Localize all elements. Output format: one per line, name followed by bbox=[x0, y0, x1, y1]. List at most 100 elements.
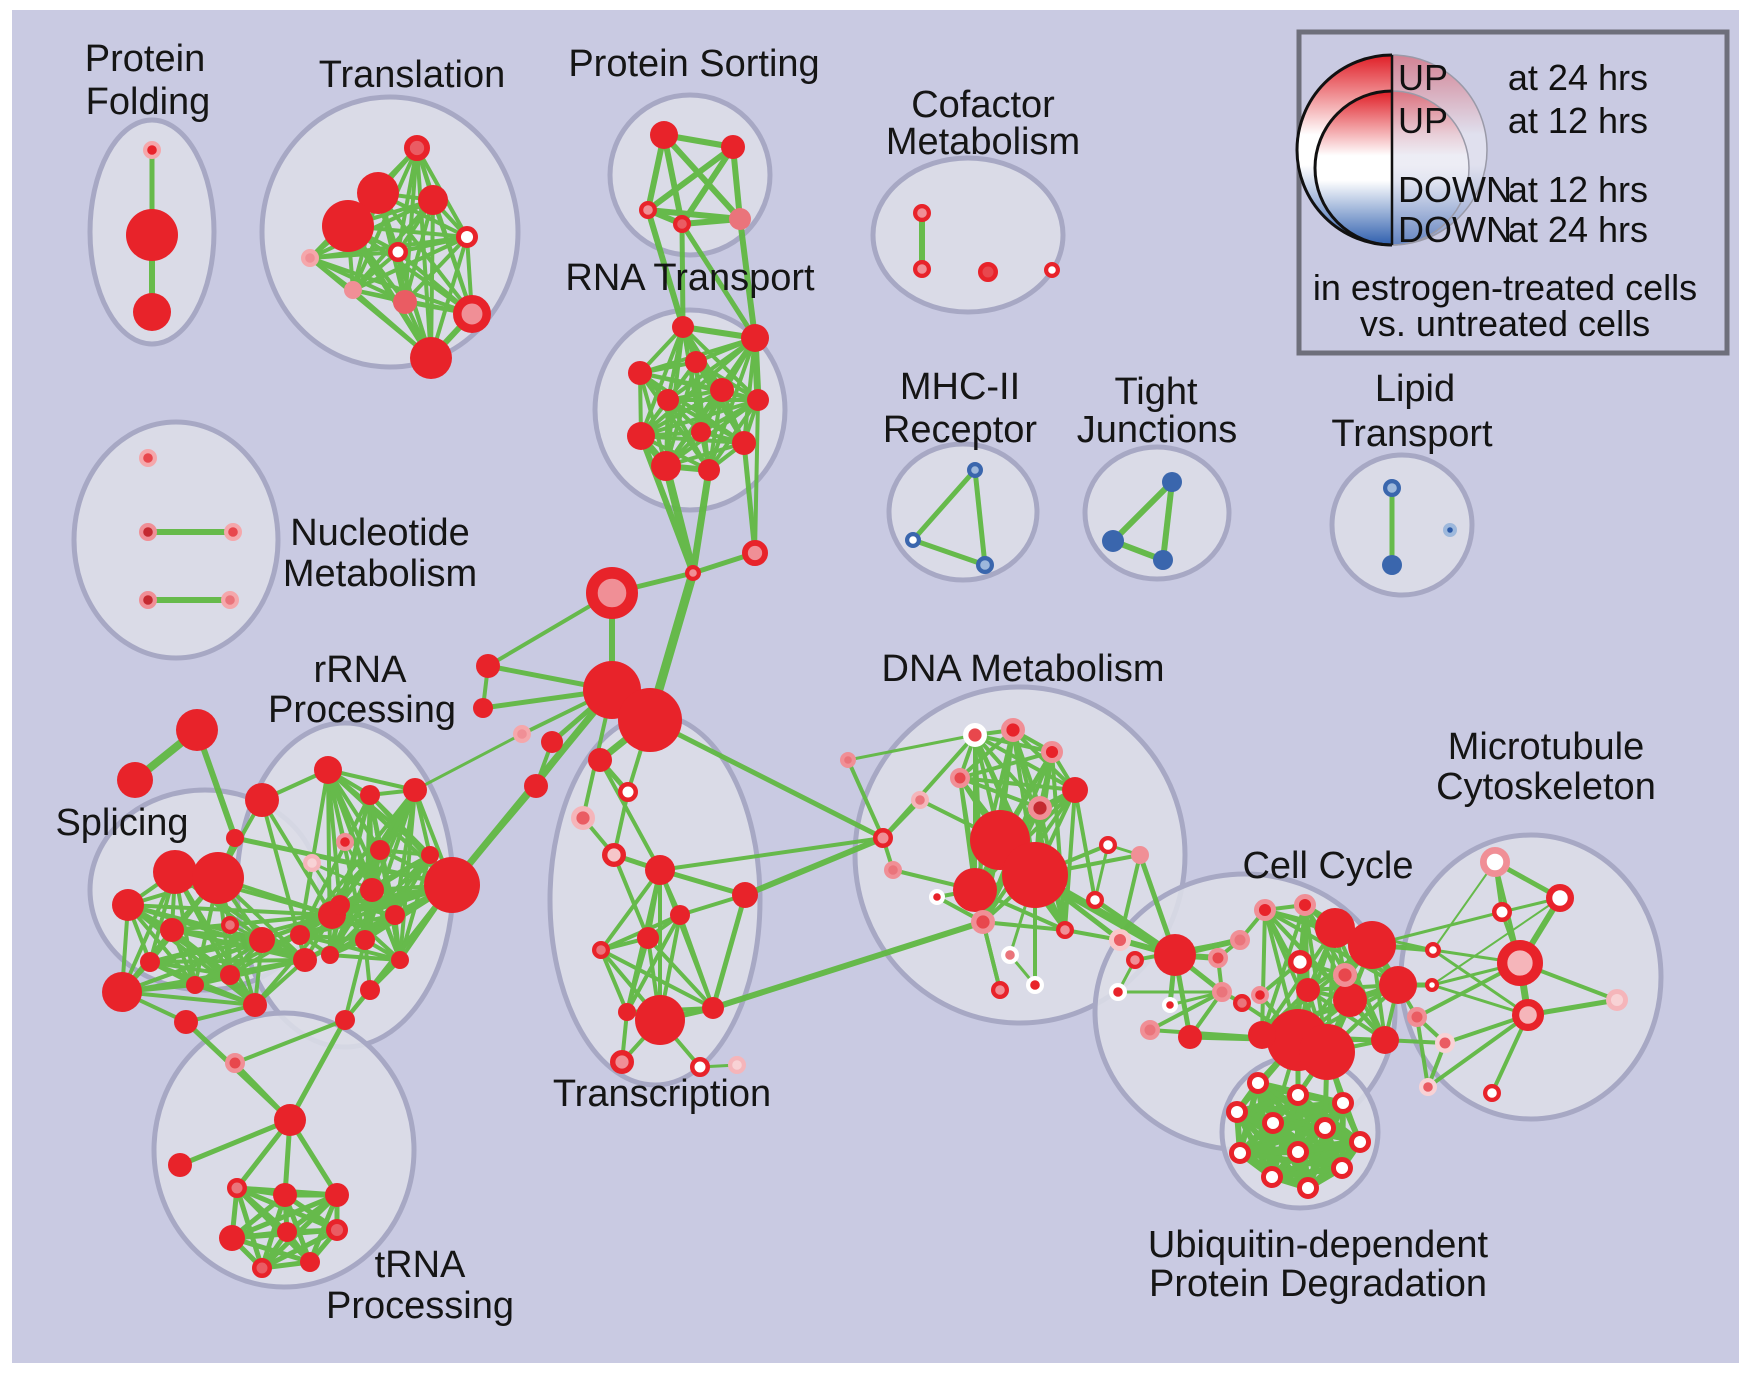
cluster-ellipse-cm bbox=[870, 155, 1066, 315]
network-node bbox=[732, 431, 756, 455]
network-edge bbox=[742, 835, 886, 898]
network-edge bbox=[678, 913, 715, 1010]
network-node bbox=[635, 995, 685, 1045]
cluster-label: MHC-II bbox=[900, 366, 1020, 408]
network-node bbox=[245, 783, 279, 817]
network-node bbox=[1230, 930, 1250, 950]
network-node bbox=[1605, 988, 1628, 1011]
network-edge bbox=[308, 256, 433, 360]
legend-time-label: at 12 hrs bbox=[1508, 169, 1648, 210]
cluster-label: Ubiquitin-dependent bbox=[1148, 1224, 1489, 1266]
network-node bbox=[1246, 1071, 1269, 1094]
network-node bbox=[274, 1104, 306, 1136]
network-node bbox=[628, 361, 652, 385]
network-node bbox=[192, 852, 244, 904]
network-edge bbox=[343, 938, 367, 1022]
cluster-label: rRNA bbox=[314, 649, 408, 691]
network-node bbox=[243, 993, 267, 1017]
network-node bbox=[978, 262, 998, 282]
network-edge bbox=[599, 948, 715, 1010]
network-node bbox=[388, 242, 408, 262]
network-node bbox=[326, 1218, 349, 1241]
network-node bbox=[219, 1225, 245, 1251]
network-node bbox=[912, 260, 931, 279]
legend-wheel-inner bbox=[1315, 91, 1392, 245]
network-edge bbox=[645, 144, 736, 213]
legend-time-label: at 24 hrs bbox=[1508, 57, 1648, 98]
network-node bbox=[904, 531, 921, 548]
network-node bbox=[702, 997, 724, 1019]
network-node bbox=[618, 782, 638, 802]
cluster-label: DNA Metabolism bbox=[882, 648, 1165, 690]
network-node bbox=[424, 857, 480, 913]
network-node bbox=[670, 905, 690, 925]
network-node bbox=[1435, 1033, 1455, 1053]
legend-wheel-inner-faded bbox=[1392, 91, 1469, 245]
network-node bbox=[301, 249, 320, 268]
cluster-label: Metabolism bbox=[886, 121, 1080, 163]
network-edge bbox=[972, 467, 988, 568]
network-node bbox=[1027, 796, 1052, 821]
network-node bbox=[393, 290, 417, 314]
network-node bbox=[1287, 950, 1312, 975]
cluster-label: tRNA bbox=[375, 1244, 466, 1286]
network-node bbox=[1108, 982, 1127, 1001]
network-node bbox=[360, 785, 380, 805]
network-edge bbox=[679, 221, 686, 330]
network-node bbox=[651, 451, 681, 481]
network-node bbox=[322, 200, 374, 252]
network-node bbox=[591, 940, 610, 959]
network-edge bbox=[910, 467, 978, 543]
network-node bbox=[1330, 1156, 1353, 1179]
network-node bbox=[741, 539, 768, 566]
network-edge bbox=[846, 758, 885, 840]
network-node bbox=[571, 806, 596, 831]
network-node bbox=[1348, 1130, 1371, 1153]
network-node bbox=[1371, 1026, 1399, 1054]
network-node bbox=[1162, 472, 1182, 492]
network-node bbox=[418, 185, 448, 215]
network-node bbox=[690, 1057, 710, 1077]
network-edge bbox=[881, 733, 977, 840]
network-node bbox=[910, 790, 929, 809]
network-node bbox=[1161, 996, 1178, 1013]
network-node bbox=[1001, 718, 1026, 743]
network-node bbox=[421, 846, 439, 864]
network-edge bbox=[1011, 728, 1077, 792]
network-edge bbox=[126, 903, 334, 917]
network-node bbox=[249, 927, 275, 953]
network-node bbox=[1379, 966, 1417, 1004]
network-edge bbox=[753, 398, 760, 555]
network-edge bbox=[298, 913, 397, 937]
network-node bbox=[1261, 1111, 1284, 1134]
network-edge bbox=[1160, 479, 1175, 563]
network-edge bbox=[958, 776, 1077, 792]
network-edge bbox=[625, 913, 682, 1014]
network-edge bbox=[599, 868, 662, 952]
network-edge bbox=[413, 732, 524, 792]
network-edge bbox=[177, 1117, 293, 1168]
network-edge bbox=[661, 132, 685, 227]
network-node bbox=[747, 389, 769, 411]
network-node bbox=[1040, 740, 1063, 763]
network-node bbox=[990, 980, 1009, 999]
network-node bbox=[637, 927, 659, 949]
network-node bbox=[950, 768, 970, 788]
network-node bbox=[1260, 1165, 1283, 1188]
network-node bbox=[971, 910, 996, 935]
network-node bbox=[650, 121, 678, 149]
network-node bbox=[1055, 920, 1074, 939]
network-node bbox=[1332, 963, 1357, 988]
network-node bbox=[1228, 1141, 1251, 1164]
network-node bbox=[1418, 1077, 1437, 1096]
network-node bbox=[303, 853, 322, 872]
network-node bbox=[928, 888, 945, 905]
network-node bbox=[1348, 921, 1396, 969]
network-node bbox=[226, 829, 244, 847]
network-node bbox=[585, 566, 638, 619]
network-node bbox=[512, 724, 531, 743]
network-node bbox=[143, 141, 162, 160]
network-node bbox=[1382, 555, 1402, 575]
